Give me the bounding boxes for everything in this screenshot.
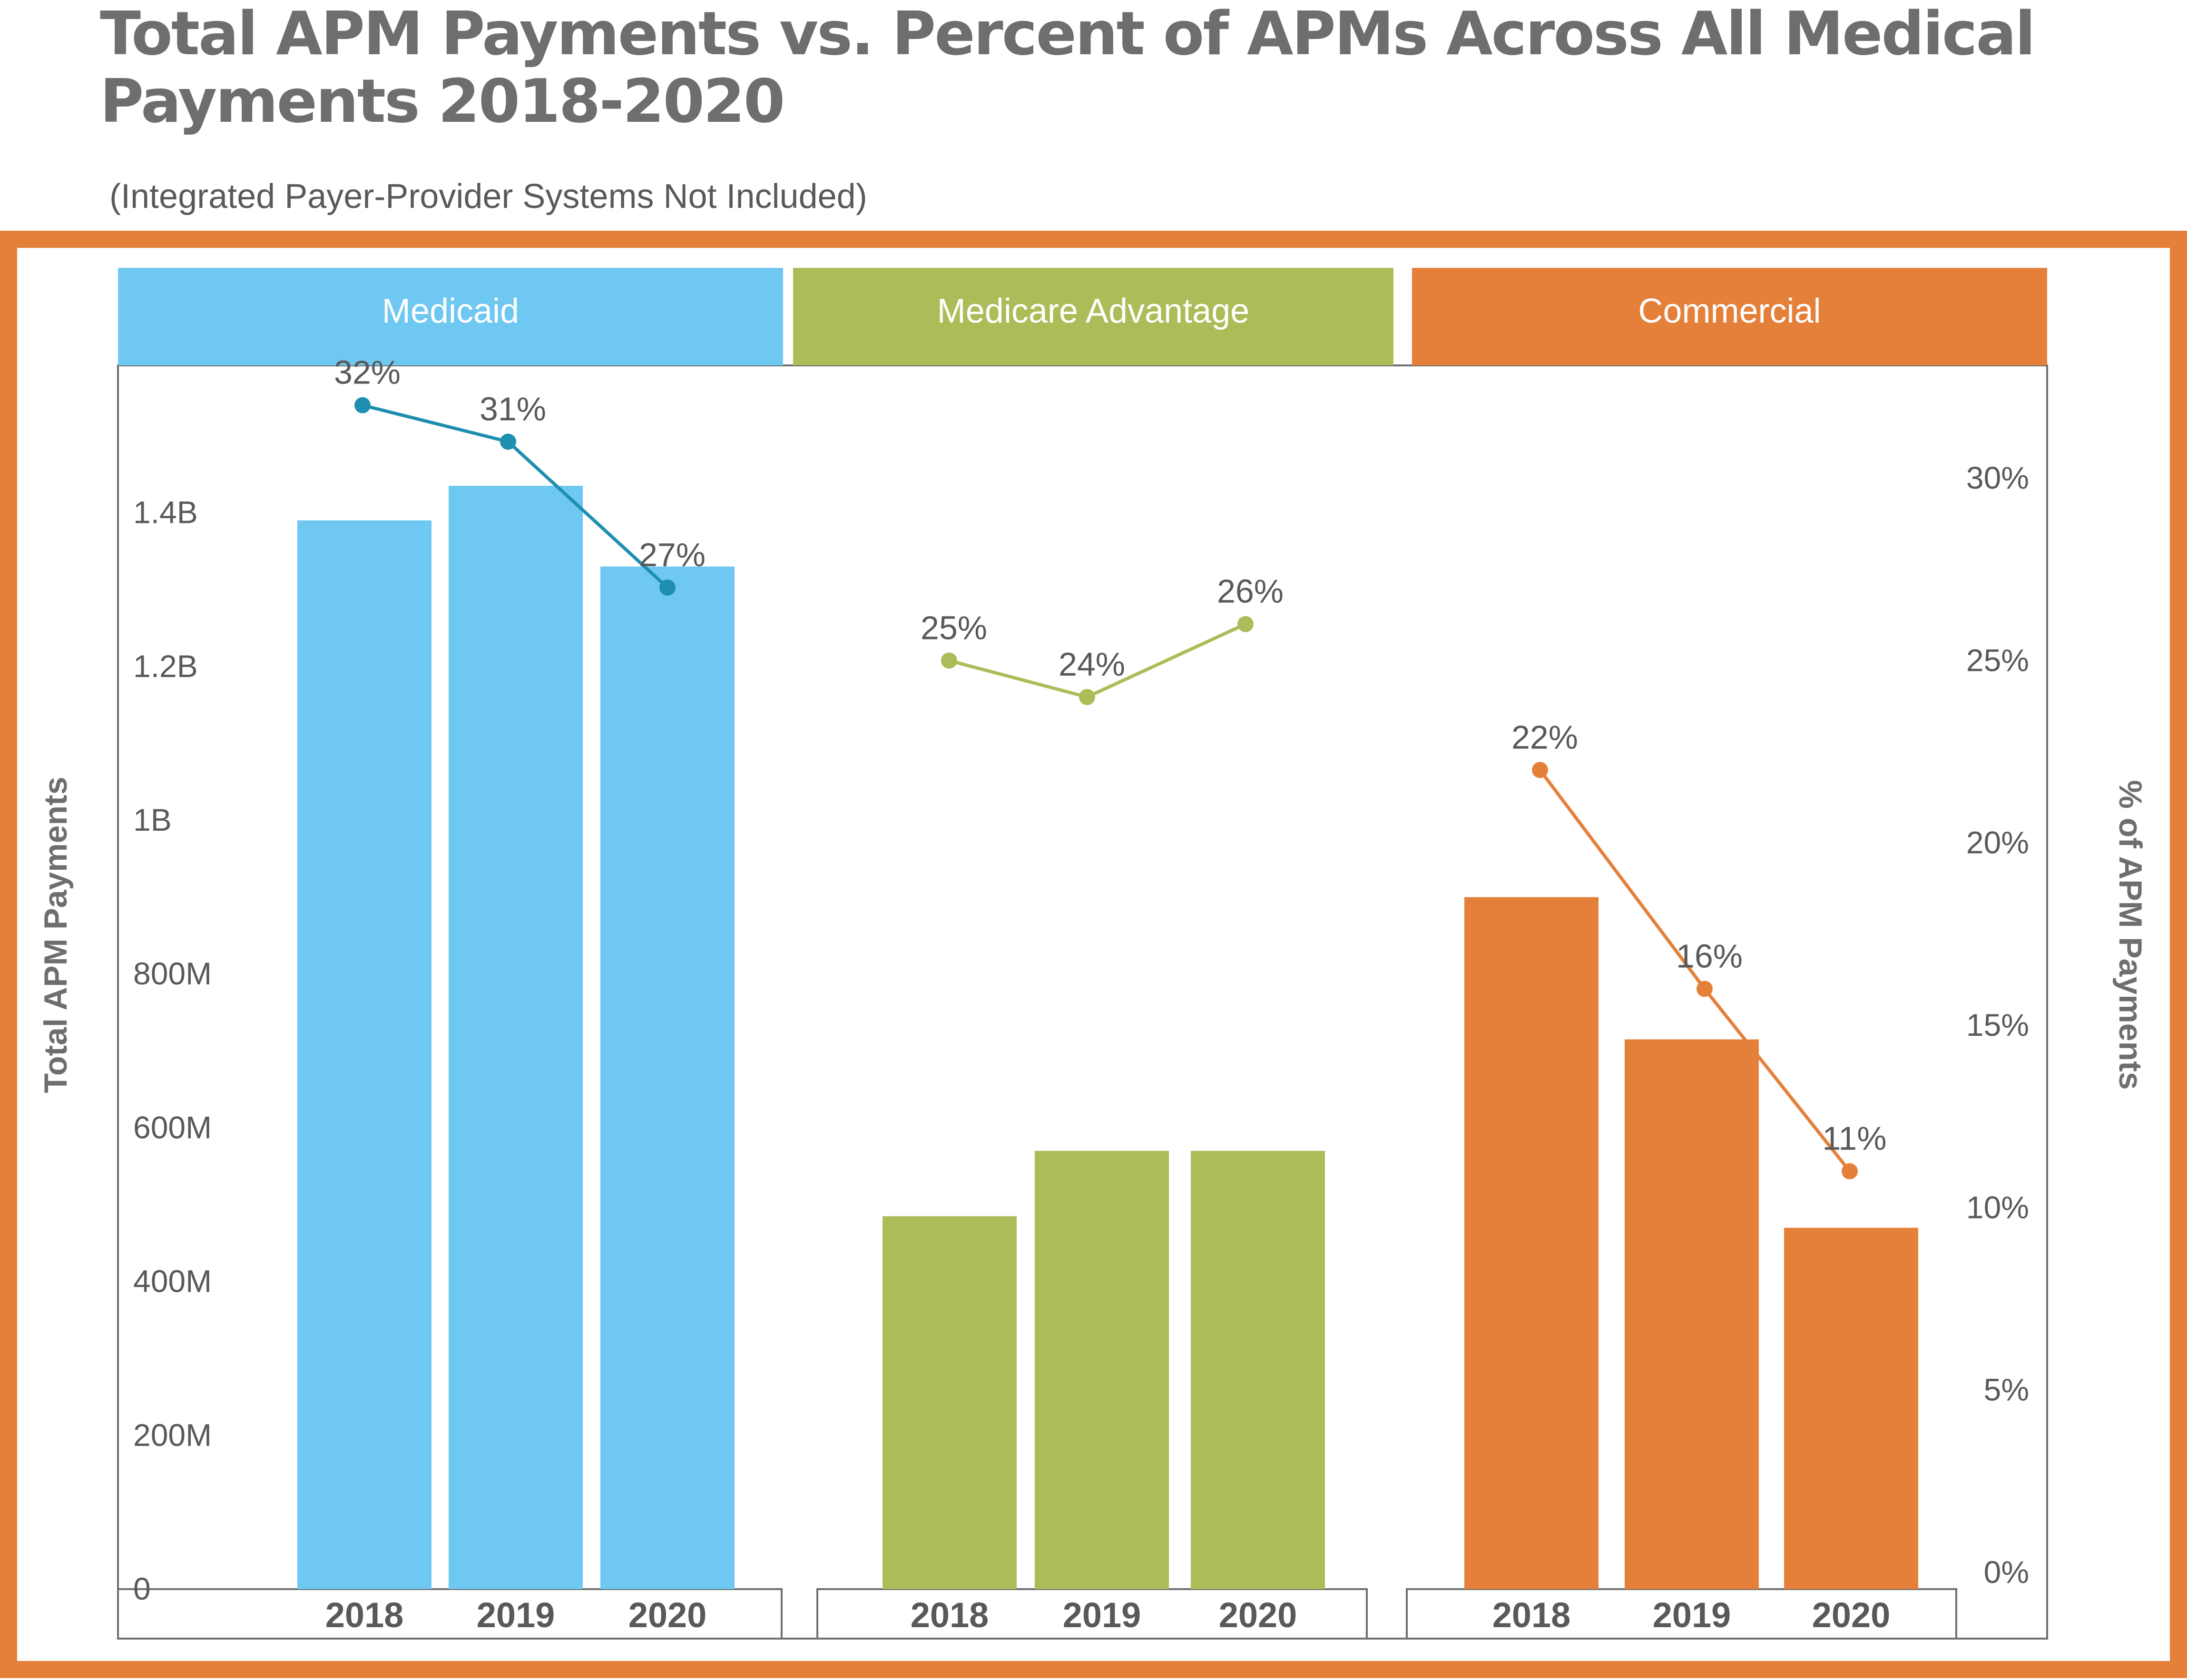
y-left-tick-label: 200M <box>133 1417 212 1453</box>
percent-point <box>1532 762 1548 778</box>
group-header-label: Medicare Advantage <box>937 292 1249 330</box>
x-tick-label: 2019 <box>477 1595 555 1635</box>
y-right-tick-label: 25% <box>1966 642 2029 678</box>
bar <box>297 520 432 1589</box>
bar <box>1035 1150 1169 1589</box>
group-header-1 <box>118 268 783 365</box>
y-left-tick-label: 0 <box>133 1571 151 1606</box>
percent-data-label: 31% <box>480 390 546 427</box>
x-tick-label: 2020 <box>628 1595 707 1635</box>
percent-point <box>1079 689 1095 705</box>
y-right-tick-label: 20% <box>1966 825 2029 860</box>
x-tick-label: 2020 <box>1812 1595 1891 1635</box>
x-tick-label: 2019 <box>1653 1595 1731 1635</box>
percent-data-label: 22% <box>1511 718 1578 756</box>
y-left-tick-label: 400M <box>133 1264 212 1299</box>
y-left-tick-label: 800M <box>133 956 212 991</box>
bar <box>1191 1150 1325 1589</box>
percent-point <box>1697 981 1713 997</box>
y-right-tick-label: 0% <box>1984 1554 2029 1590</box>
percent-point <box>1237 616 1254 632</box>
percent-point <box>354 397 371 413</box>
x-tick-label: 2018 <box>1492 1595 1571 1635</box>
percent-point <box>500 433 516 450</box>
y-left-axis-title: Total APM Payments <box>38 776 74 1093</box>
percent-data-label: 24% <box>1059 646 1125 683</box>
chart-subtitle: (Integrated Payer-Provider Systems Not I… <box>109 177 867 216</box>
percent-data-label: 26% <box>1217 573 1284 610</box>
group-header-label: Commercial <box>1638 292 1821 330</box>
y-left-tick-label: 1.4B <box>133 495 198 530</box>
percent-data-label: 16% <box>1676 937 1743 974</box>
bar <box>1464 897 1599 1589</box>
y-right-tick-label: 15% <box>1966 1007 2029 1042</box>
bar <box>1784 1228 1918 1589</box>
group-header-label: Medicaid <box>382 292 519 330</box>
x-axis-box <box>1406 1588 1957 1640</box>
group-header-3 <box>1412 268 2047 365</box>
chart-title: Total APM Payments vs. Percent of APMs A… <box>100 0 2036 137</box>
percent-data-label: 11% <box>1823 1120 1887 1157</box>
percent-point <box>941 652 957 669</box>
y-right-tick-label: 30% <box>1966 460 2029 495</box>
y-left-tick-label: 1B <box>133 802 172 837</box>
x-tick-label: 2018 <box>911 1595 989 1635</box>
y-right-tick-label: 5% <box>1984 1372 2029 1407</box>
x-tick-label: 2020 <box>1219 1595 1297 1635</box>
bar <box>449 486 583 1589</box>
y-right-tick-label: 10% <box>1966 1189 2029 1225</box>
percent-point <box>1842 1163 1858 1179</box>
y-right-axis-title: % of APM Payments <box>2112 780 2148 1090</box>
chart-frame <box>0 231 2187 1678</box>
y-left-tick-label: 600M <box>133 1110 212 1145</box>
bar <box>883 1216 1017 1589</box>
y-left-tick-label: 1.2B <box>133 648 198 684</box>
bar <box>600 566 735 1589</box>
x-tick-label: 2019 <box>1063 1595 1141 1635</box>
percent-data-label: 27% <box>639 536 706 573</box>
percent-data-label: 32% <box>334 354 401 391</box>
x-tick-label: 2018 <box>325 1595 404 1635</box>
percent-data-label: 25% <box>921 609 987 646</box>
group-header-2 <box>793 268 1393 365</box>
percent-point <box>659 580 676 596</box>
bar <box>1625 1039 1759 1589</box>
